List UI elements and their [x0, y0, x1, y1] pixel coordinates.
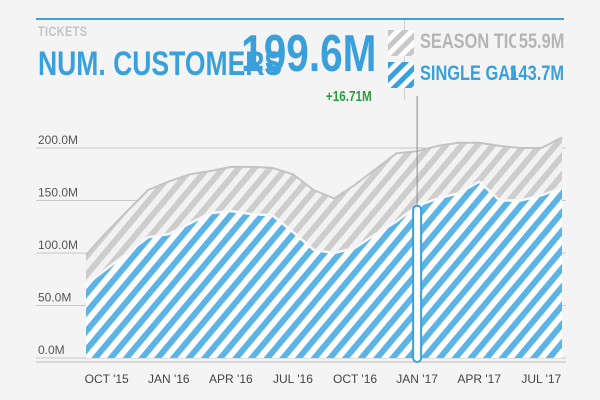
x-tick-label: APR '16 [209, 372, 253, 386]
y-tick-label: 0.0M [38, 343, 65, 357]
legend-season-label: SEASON TICKETS [420, 30, 516, 54]
season-swatch-icon [388, 30, 414, 56]
x-tick-label: JUL '17 [521, 372, 561, 386]
header-divider [404, 20, 405, 100]
legend-single-value: 143.7M [494, 62, 564, 86]
legend-single-game[interactable]: SINGLE GAME 143.7M [388, 60, 564, 90]
legend-season-value-text: 55.9M [518, 30, 564, 53]
x-tick-label: JUL '16 [273, 372, 313, 386]
season-tickets-area [86, 137, 562, 285]
category-label: TICKETS [38, 23, 101, 39]
legend-single-label: SINGLE GAME [420, 62, 516, 86]
x-tick-label: JAN '16 [148, 372, 190, 386]
x-tick-label: OCT '16 [333, 372, 377, 386]
y-tick-label: 50.0M [38, 291, 71, 305]
area-layer [85, 136, 563, 358]
cursor-layer[interactable] [412, 96, 423, 363]
delta-value-text: +16.71M [326, 88, 372, 105]
x-tick-label: OCT '15 [85, 372, 129, 386]
y-axis-ticks: 0.0M 50.0M 100.0M 150.0M 200.0M [38, 133, 78, 357]
x-axis-ticks: OCT '15 JAN '16 APR '16 JUL '16 OCT '16 JAN '… [85, 372, 562, 386]
total-value-text: 199.6M [240, 25, 376, 83]
legend-season-tickets[interactable]: SEASON TICKETS 55.9M [388, 28, 564, 58]
y-tick-label: 200.0M [38, 133, 78, 147]
season-tickets-line [85, 136, 563, 256]
cursor-scrub-handle[interactable] [412, 204, 423, 363]
legend-single-label-text: SINGLE GAME [420, 62, 516, 85]
category-label-text: TICKETS [38, 23, 88, 39]
header-top-rule [36, 18, 564, 20]
single-game-swatch-icon [388, 62, 414, 88]
legend-single-value-text: 143.7M [509, 62, 564, 85]
metric-title-text: NUM. CUSTOMERS [38, 45, 283, 83]
delta-value: +16.71M [313, 88, 372, 105]
legend-season-value: 55.9M [506, 30, 564, 54]
x-tick-label: APR '17 [457, 372, 501, 386]
y-tick-label: 150.0M [38, 186, 78, 200]
metric-title: NUM. CUSTOMERS [38, 45, 351, 84]
single-game-area [86, 181, 562, 358]
total-value: 199.6M [203, 28, 376, 80]
single-game-line [85, 180, 563, 286]
y-tick-label: 100.0M [38, 238, 78, 252]
legend-season-label-text: SEASON TICKETS [420, 30, 516, 53]
x-tick-label: JAN '17 [396, 372, 438, 386]
